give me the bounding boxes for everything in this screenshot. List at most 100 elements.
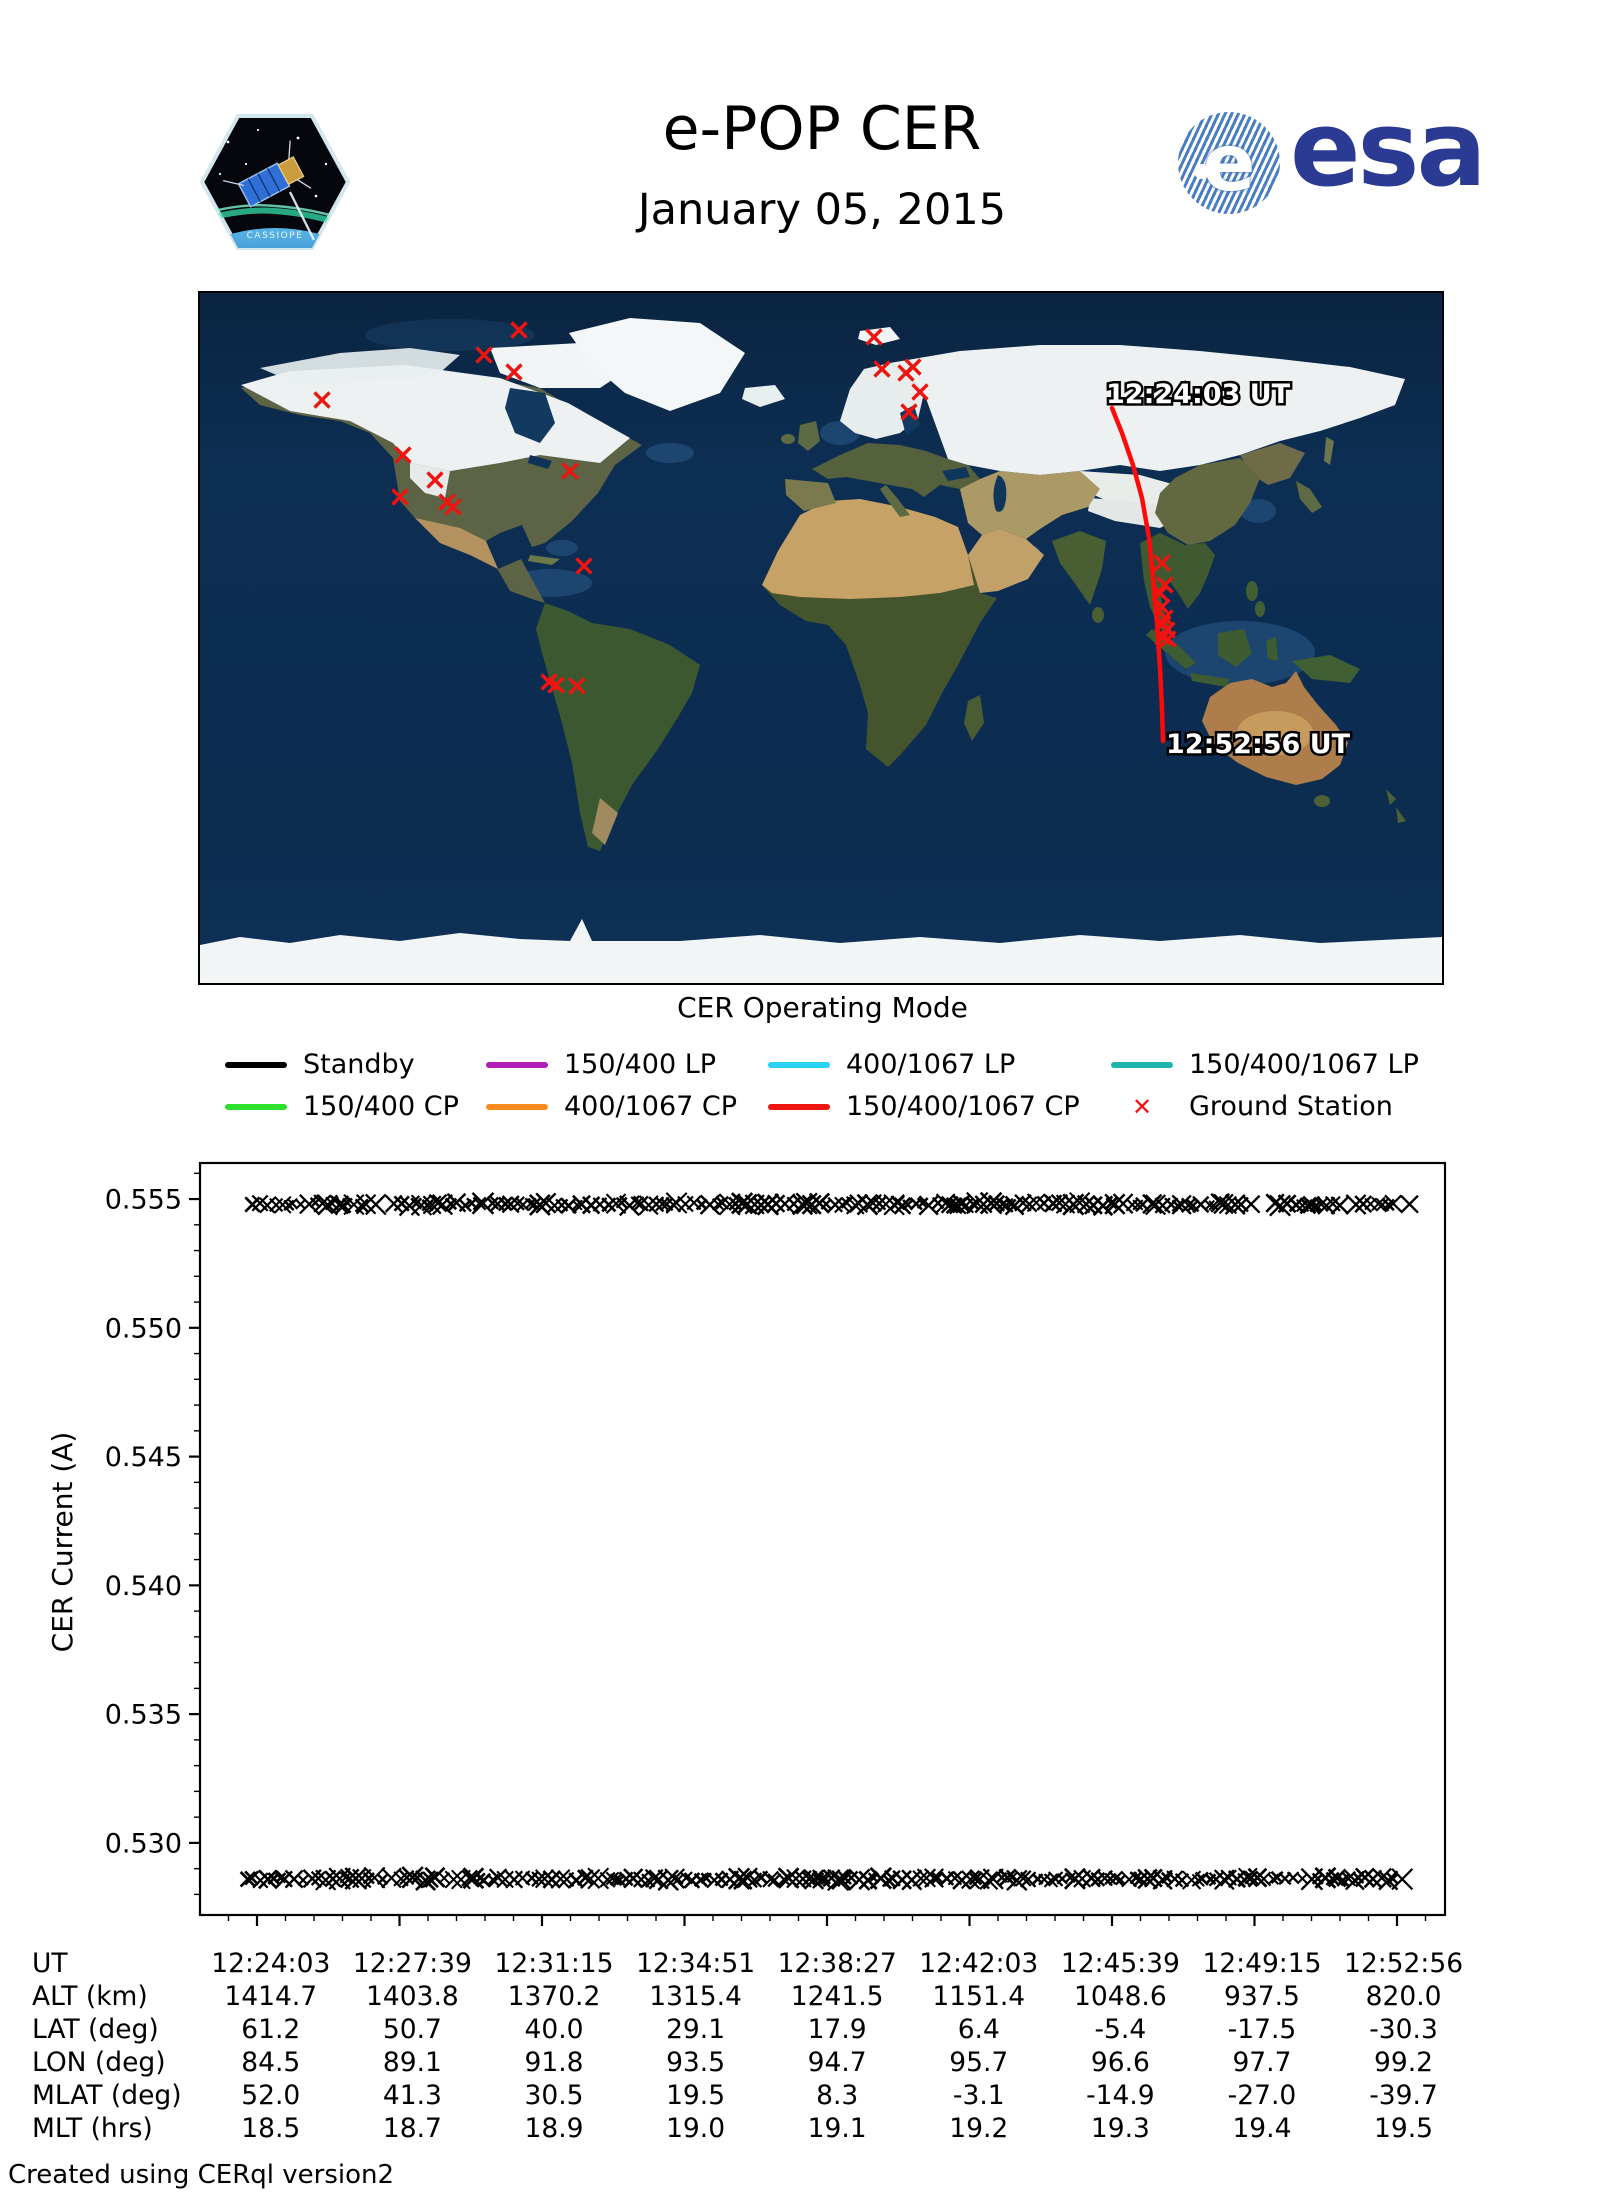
ground-station-marker bbox=[904, 358, 922, 376]
table-cell: 19.3 bbox=[1090, 2113, 1150, 2144]
table-cell: 40.0 bbox=[524, 2014, 584, 2045]
cer-current-plot: 0.530 0.535 0.540 0.545 0.550 0.555 CER Curren… bbox=[46, 1161, 1447, 1926]
table-cell: 12:45:39 bbox=[1060, 1948, 1180, 1979]
table-cell: -27.0 bbox=[1227, 2080, 1297, 2111]
ground-station-marker bbox=[900, 403, 918, 421]
ground-station-marker bbox=[547, 676, 565, 694]
ephemeris-table: UT 12:24:03 12:27:39 12:31:15 12:34:51 12:38:… bbox=[0, 1947, 1600, 2145]
table-cell: 19.1 bbox=[807, 2113, 867, 2144]
table-cell: 17.9 bbox=[807, 2014, 867, 2045]
table-cell: 91.8 bbox=[524, 2047, 584, 2078]
legend-line-swatch bbox=[225, 1062, 287, 1068]
ground-station-marker bbox=[865, 328, 883, 346]
scatter-markers bbox=[239, 1191, 1419, 1892]
table-row-label: MLAT (deg) bbox=[32, 2080, 182, 2111]
plot-axes: 0.530 0.535 0.540 0.545 0.550 0.555 bbox=[105, 1161, 1447, 1926]
ground-station-marker bbox=[426, 471, 444, 489]
ground-station-marker bbox=[873, 360, 891, 378]
table-cell: 1315.4 bbox=[649, 1981, 742, 2012]
table-cell: 12:34:51 bbox=[636, 1948, 756, 1979]
table-cell: -17.5 bbox=[1227, 2014, 1297, 2045]
legend-item-label: 150/400/1067 LP bbox=[1189, 1049, 1419, 1080]
table-cell: 12:24:03 bbox=[211, 1948, 331, 1979]
table-cell: 1370.2 bbox=[507, 1981, 601, 2012]
esa-logo: e esa bbox=[1178, 88, 1498, 220]
table-row-alt-km-: ALT (km) 1414.7 1403.8 1370.2 1315.4 1241.5 11… bbox=[0, 1980, 1600, 2013]
table-cell: 1241.5 bbox=[790, 1981, 884, 2012]
table-cell: 18.5 bbox=[241, 2113, 301, 2144]
table-cell: -30.3 bbox=[1369, 2014, 1438, 2045]
cassiope-mission-patch: CASSIOPE bbox=[199, 114, 351, 250]
satellite-track-layer: 12:24:03 UT 12:52:56 UT bbox=[1104, 377, 1354, 763]
operating-mode-legend: Standby 150/400 LP 400/1067 LP 150/400/1067… bbox=[200, 1040, 1445, 1130]
table-row-mlt-hrs-: MLT (hrs) 18.5 18.7 18.9 19.0 19.1 19.2 19.3 19.… bbox=[0, 2112, 1600, 2145]
table-cell: 1151.4 bbox=[932, 1981, 1026, 2012]
page-title: e-POP CER bbox=[662, 94, 982, 164]
map-caption: CER Operating Mode bbox=[677, 991, 968, 1024]
esa-globe-letter: e bbox=[1202, 119, 1256, 209]
map-shallow-seas bbox=[365, 319, 1315, 685]
table-row-ut: UT 12:24:03 12:27:39 12:31:15 12:34:51 12:38:… bbox=[0, 1947, 1600, 1980]
table-cell: 95.7 bbox=[949, 2047, 1009, 2078]
table-cell: 8.3 bbox=[816, 2080, 859, 2111]
ground-station-marker bbox=[1159, 630, 1177, 648]
table-cell: 18.9 bbox=[524, 2113, 584, 2144]
table-row-mlat-deg-: MLAT (deg) 52.0 41.3 30.5 19.5 8.3 -3.1 -14.9 -2… bbox=[0, 2079, 1600, 2112]
ground-station-marker bbox=[510, 321, 528, 339]
table-cell: -14.9 bbox=[1086, 2080, 1155, 2111]
ground-station-marker bbox=[568, 677, 586, 695]
world-map: 12:24:03 UT 12:52:56 UT bbox=[200, 293, 1442, 983]
table-cell: 29.1 bbox=[666, 2014, 726, 2045]
table-cell: 19.0 bbox=[666, 2113, 726, 2144]
legend-line-swatch bbox=[768, 1104, 830, 1110]
footer-credit: Created using CERql version2 bbox=[8, 2160, 395, 2190]
table-cell: 96.6 bbox=[1090, 2047, 1150, 2078]
y-axis-label: CER Current (A) bbox=[46, 1432, 79, 1653]
table-cell: 61.2 bbox=[241, 2014, 301, 2045]
table-cell: 12:27:39 bbox=[352, 1948, 472, 1979]
legend-line-swatch bbox=[486, 1062, 548, 1068]
legend-item-label: Ground Station bbox=[1189, 1091, 1393, 1122]
legend-line-swatch bbox=[486, 1104, 548, 1110]
table-cell: 19.5 bbox=[1374, 2113, 1434, 2144]
table-cell: 84.5 bbox=[241, 2047, 301, 2078]
legend-item-label: 400/1067 LP bbox=[846, 1049, 1016, 1080]
table-cell: 99.2 bbox=[1374, 2047, 1434, 2078]
table-cell: 93.5 bbox=[666, 2047, 726, 2078]
legend-item-label: 400/1067 CP bbox=[564, 1091, 738, 1122]
table-cell: 937.5 bbox=[1224, 1981, 1300, 2012]
legend-line-swatch bbox=[768, 1062, 830, 1068]
legend-line-swatch bbox=[225, 1104, 287, 1110]
table-cell: 6.4 bbox=[957, 2014, 1000, 2045]
table-cell: 1048.6 bbox=[1073, 1981, 1167, 2012]
table-row-label: UT bbox=[32, 1948, 68, 1979]
patch-satellite bbox=[223, 140, 312, 208]
y-tick-label: 0.545 bbox=[105, 1442, 182, 1473]
table-cell: -3.1 bbox=[952, 2080, 1005, 2111]
table-cell: 50.7 bbox=[382, 2014, 442, 2045]
patch-text: CASSIOPE bbox=[247, 231, 304, 241]
ground-station-marker bbox=[391, 488, 409, 506]
table-cell: 30.5 bbox=[524, 2080, 584, 2111]
table-cell: 97.7 bbox=[1232, 2047, 1292, 2078]
table-cell: 12:42:03 bbox=[919, 1948, 1039, 1979]
ground-station-marker bbox=[505, 363, 523, 381]
table-cell: 12:49:15 bbox=[1202, 1948, 1322, 1979]
table-cell: 1414.7 bbox=[224, 1981, 318, 2012]
ground-station-marker bbox=[394, 446, 412, 464]
table-cell: 820.0 bbox=[1365, 1981, 1442, 2012]
table-cell: 41.3 bbox=[382, 2080, 442, 2111]
table-cell: 89.1 bbox=[382, 2047, 442, 2078]
y-tick-label: 0.540 bbox=[105, 1571, 182, 1602]
y-tick-label: 0.535 bbox=[105, 1700, 182, 1731]
table-cell: 1403.8 bbox=[366, 1981, 459, 2012]
ground-station-marker bbox=[575, 557, 593, 575]
legend-item-label: 150/400 CP bbox=[303, 1091, 459, 1122]
table-cell: 18.7 bbox=[382, 2113, 442, 2144]
table-cell: 12:52:56 bbox=[1344, 1948, 1464, 1979]
y-tick-label: 0.555 bbox=[105, 1185, 182, 1216]
table-cell: 52.0 bbox=[241, 2080, 301, 2111]
table-row-label: LON (deg) bbox=[32, 2047, 166, 2078]
table-row-label: MLT (hrs) bbox=[32, 2113, 153, 2144]
satellite-ground-track bbox=[1109, 405, 1166, 744]
